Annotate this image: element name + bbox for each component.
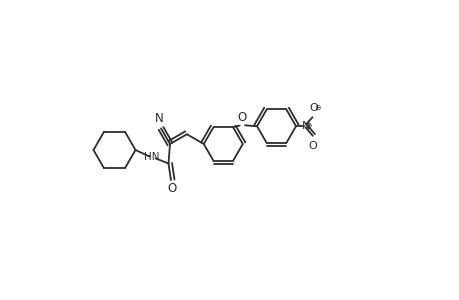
Text: O: O (237, 111, 246, 124)
Text: O: O (308, 141, 317, 151)
Text: N: N (155, 112, 163, 125)
Text: N: N (301, 121, 309, 131)
Text: ⊕: ⊕ (304, 121, 311, 130)
Text: HN: HN (144, 152, 159, 163)
Text: O: O (308, 103, 317, 113)
Text: O: O (168, 182, 177, 195)
Text: ⊖: ⊖ (313, 103, 319, 112)
